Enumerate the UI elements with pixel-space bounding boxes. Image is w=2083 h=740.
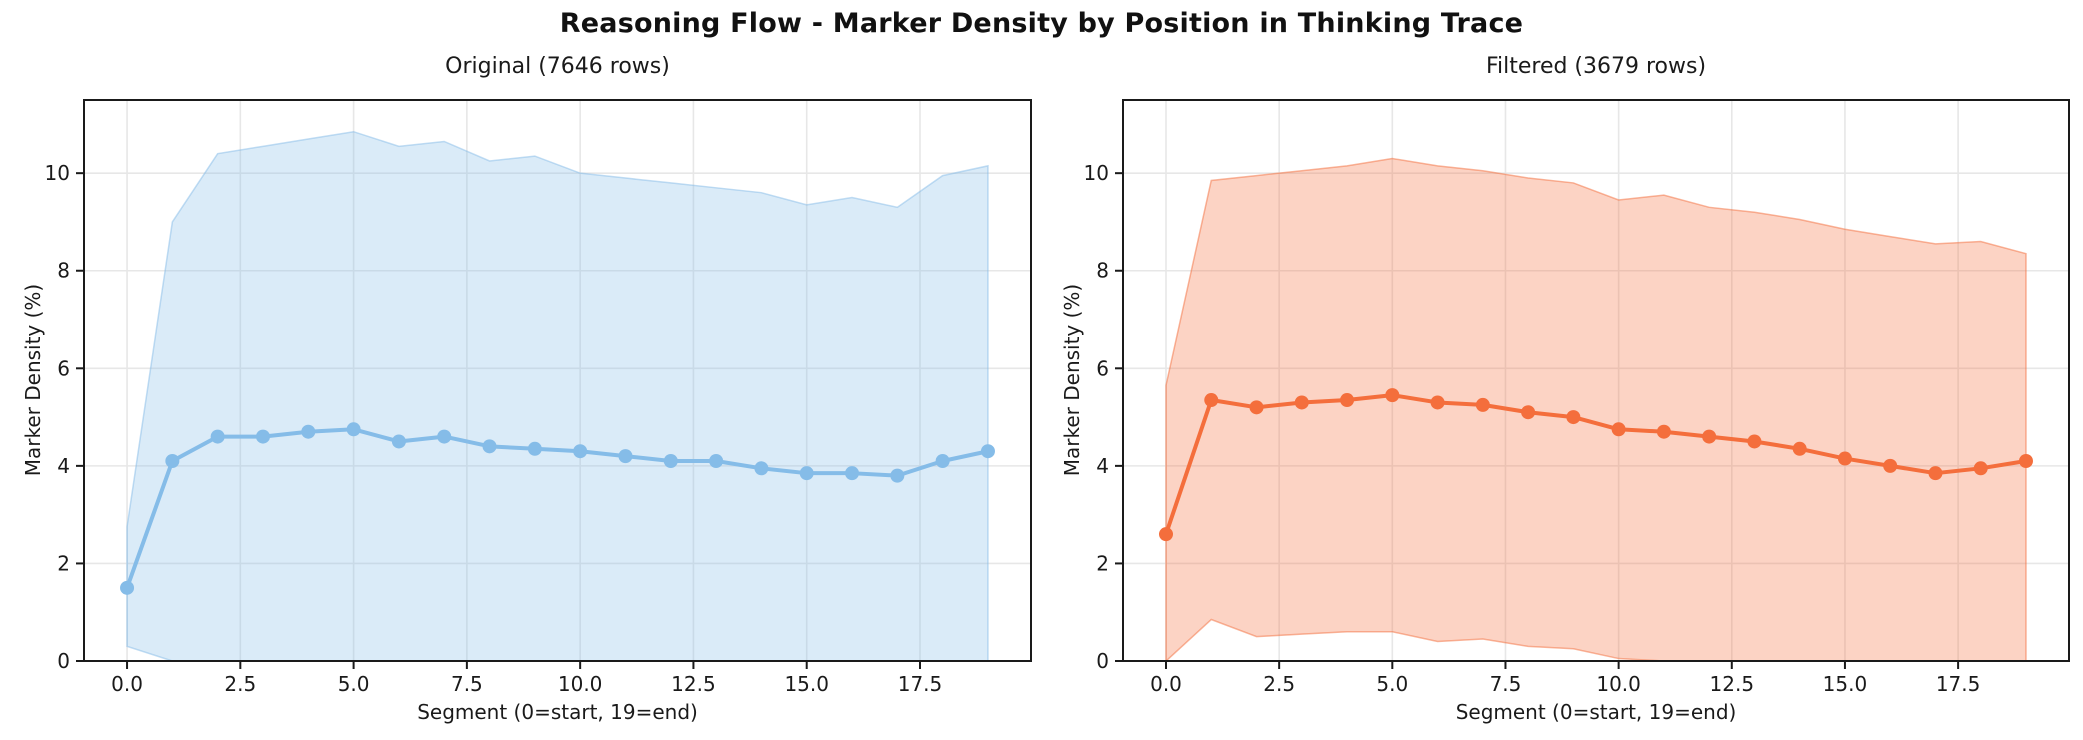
data-point-marker xyxy=(1340,393,1355,408)
data-point-marker xyxy=(391,434,406,449)
data-point-marker xyxy=(1883,458,1898,473)
y-tick-label: 4 xyxy=(1096,454,1109,478)
tick-marks-and-labels: 0.0 2.5 5.0 7.5 10.0 12.5 15.0 17.5 0 2 4 6 8 10 xyxy=(1084,161,1981,696)
x-tick-label: 0.0 xyxy=(1150,672,1182,696)
x-tick-label: 7.5 xyxy=(1490,672,1522,696)
data-point-marker xyxy=(165,453,180,468)
mean-line xyxy=(125,427,990,590)
data-point-marker xyxy=(1385,388,1400,403)
data-point-marker xyxy=(709,453,724,468)
tick-marks-and-labels: 0.0 2.5 5.0 7.5 10.0 12.5 15.0 17.5 0 2 4 6 8 10 xyxy=(45,161,943,696)
x-tick-label: 10.0 xyxy=(558,672,603,696)
y-tick-label: 10 xyxy=(1084,161,1109,185)
subplot-title-filtered: Filtered (3679 rows) xyxy=(1485,54,1707,79)
figure-title: Reasoning Flow - Marker Density by Posit… xyxy=(559,8,1524,39)
data-point-marker xyxy=(1521,405,1536,420)
data-point-marker xyxy=(255,429,270,444)
data-point-marker xyxy=(980,444,995,459)
data-point-marker xyxy=(1204,393,1219,408)
x-tick-label: 5.0 xyxy=(1376,672,1408,696)
y-tick-label: 8 xyxy=(1096,259,1109,283)
subplot-original-plot: 0.0 2.5 5.0 7.5 10.0 12.5 15.0 17.5 0 2 4 6 8 10 xyxy=(45,99,1032,696)
y-tick-label: 10 xyxy=(45,161,70,185)
data-point-marker xyxy=(482,439,497,454)
data-point-marker xyxy=(1430,395,1445,410)
data-point-marker xyxy=(1159,527,1173,542)
std-band xyxy=(1165,157,2027,663)
data-point-marker xyxy=(845,466,860,481)
y-tick-label: 2 xyxy=(1096,551,1109,575)
data-point-marker xyxy=(2019,453,2033,468)
data-point-marker xyxy=(437,429,452,444)
x-tick-label: 10.0 xyxy=(1596,672,1641,696)
x-axis-label-filtered: Segment (0=start, 19=end) xyxy=(1455,700,1737,724)
x-tick-label: 12.5 xyxy=(671,672,716,696)
data-point-marker xyxy=(1747,434,1762,449)
x-tick-label: 7.5 xyxy=(451,672,483,696)
x-tick-label: 5.0 xyxy=(338,672,370,696)
y-tick-label: 4 xyxy=(57,454,70,478)
data-point-markers xyxy=(120,422,995,595)
data-point-marker xyxy=(1656,424,1671,439)
data-point-marker xyxy=(573,444,588,459)
data-point-markers xyxy=(1159,388,2033,542)
data-point-marker xyxy=(1249,400,1264,415)
subplot-filtered-plot: 0.0 2.5 5.0 7.5 10.0 12.5 15.0 17.5 0 2 4 6 8 10 xyxy=(1084,99,2070,696)
data-point-marker xyxy=(527,441,542,456)
data-point-marker xyxy=(1928,466,1943,481)
data-point-marker xyxy=(935,453,950,468)
x-axis-label-original: Segment (0=start, 19=end) xyxy=(417,700,698,724)
data-point-marker xyxy=(1702,429,1717,444)
data-point-marker xyxy=(1792,441,1807,456)
data-point-marker xyxy=(1611,422,1626,437)
mean-line xyxy=(1164,393,2028,537)
x-tick-label: 15.0 xyxy=(1823,672,1868,696)
x-tick-label: 12.5 xyxy=(1710,672,1755,696)
x-tick-label: 2.5 xyxy=(224,672,256,696)
std-band xyxy=(126,130,989,662)
subplot-title-original: Original (7646 rows) xyxy=(445,54,670,79)
gridlines xyxy=(1123,100,2069,661)
y-tick-label: 6 xyxy=(1096,356,1109,380)
gridlines xyxy=(84,100,1031,661)
data-point-marker xyxy=(618,449,633,464)
data-point-marker xyxy=(799,466,814,481)
x-tick-label: 15.0 xyxy=(784,672,829,696)
x-tick-label: 17.5 xyxy=(898,672,943,696)
y-tick-label: 8 xyxy=(57,259,70,283)
data-point-marker xyxy=(890,468,905,483)
data-point-marker xyxy=(1294,395,1309,410)
data-point-marker xyxy=(1973,461,1988,476)
data-point-marker xyxy=(346,422,361,437)
axes-frame xyxy=(1122,99,2070,662)
data-point-marker xyxy=(663,453,678,468)
x-tick-label: 2.5 xyxy=(1263,672,1295,696)
data-point-marker xyxy=(1566,410,1581,425)
y-tick-label: 2 xyxy=(57,551,70,575)
data-point-marker xyxy=(1837,451,1852,466)
data-point-marker xyxy=(301,424,316,439)
data-point-marker xyxy=(754,461,769,476)
axes-frame xyxy=(83,99,1032,662)
data-point-marker xyxy=(120,580,135,595)
y-tick-label: 0 xyxy=(1096,649,1109,673)
y-tick-label: 6 xyxy=(57,356,70,380)
data-point-marker xyxy=(1475,397,1490,412)
data-point-marker xyxy=(210,429,225,444)
x-tick-label: 17.5 xyxy=(1936,672,1981,696)
x-tick-label: 0.0 xyxy=(111,672,143,696)
y-tick-label: 0 xyxy=(57,649,70,673)
